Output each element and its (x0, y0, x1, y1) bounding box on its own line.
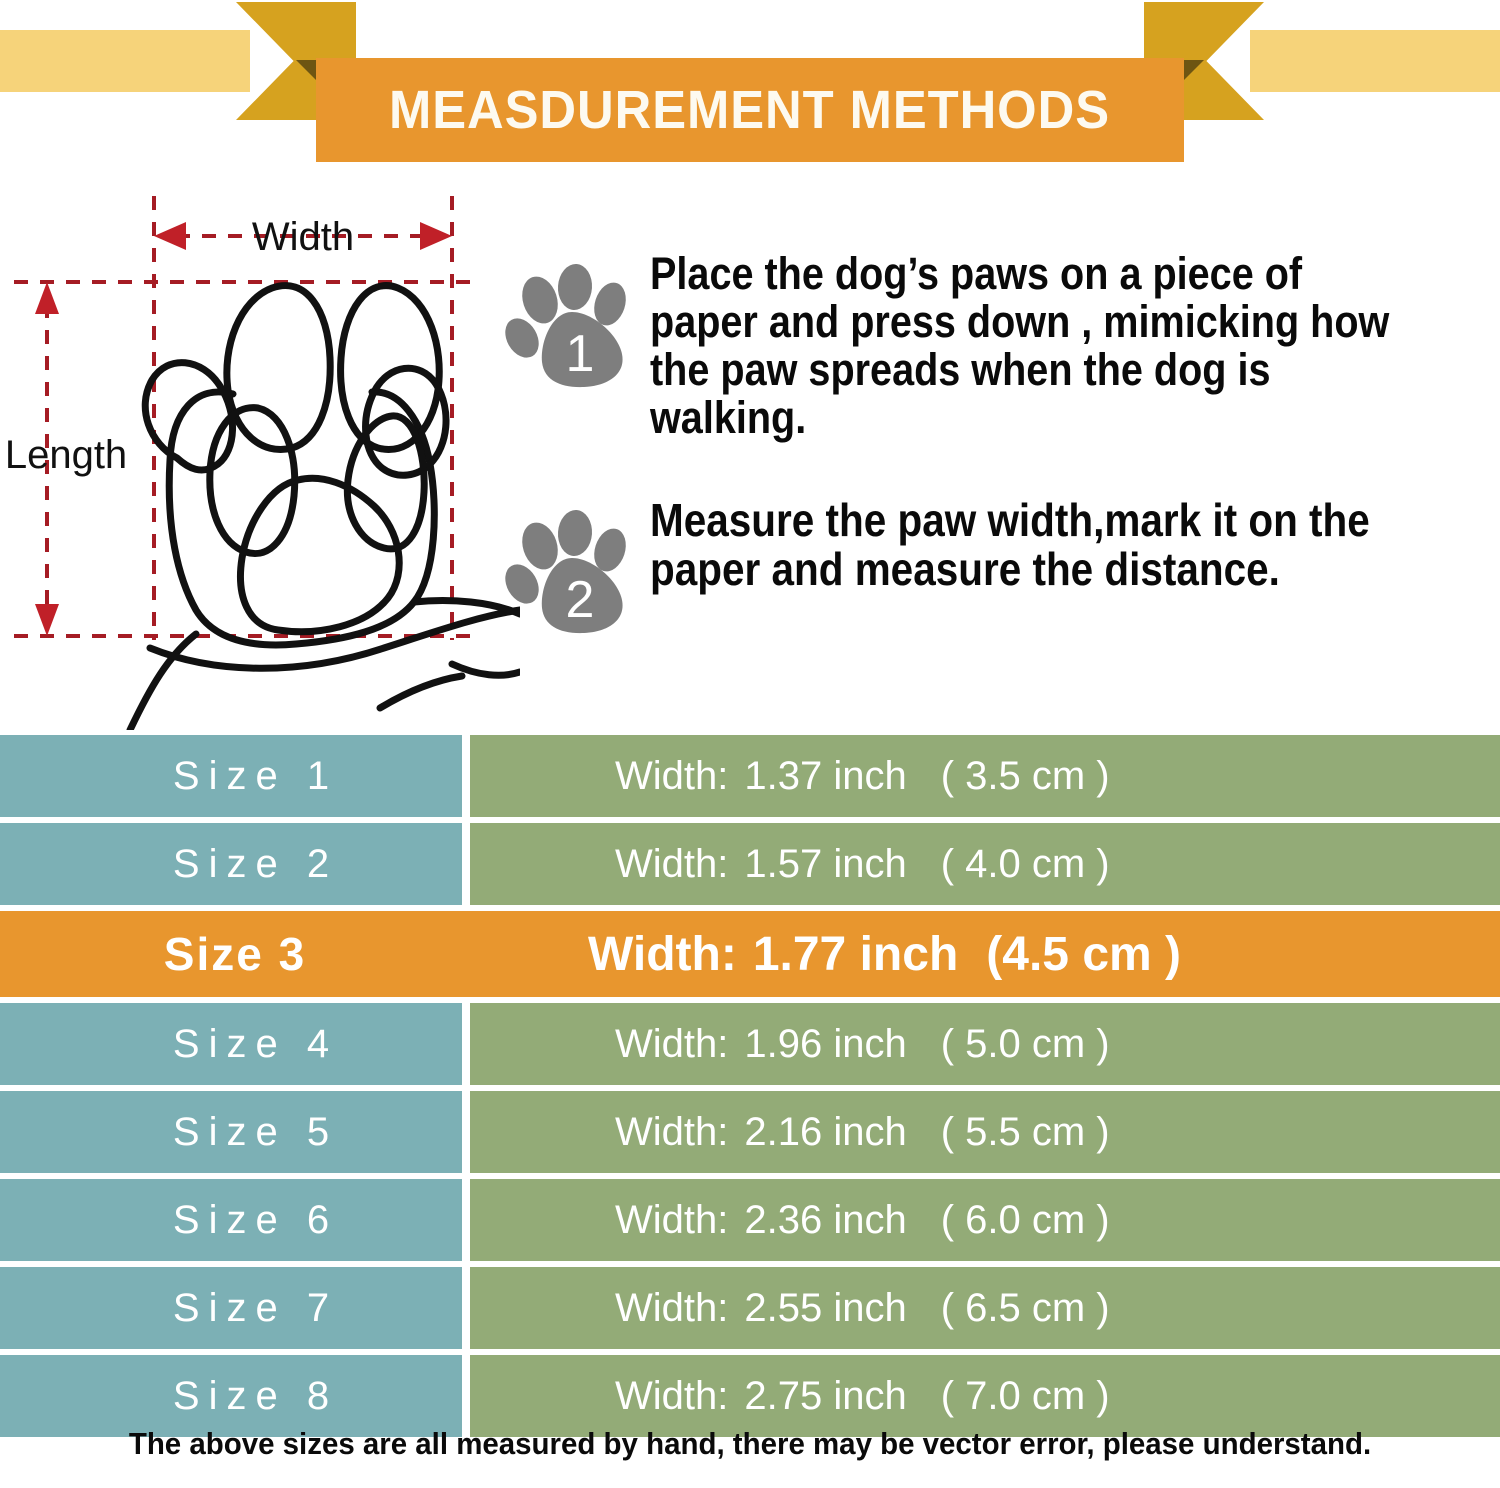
width-cm: ( 5.0 cm ) (940, 1021, 1110, 1066)
paw-print-icon: 2 (500, 496, 650, 652)
width-value: Width: 2.36 inch ( 6.0 cm ) (470, 1179, 1500, 1261)
width-cm: ( 3.5 cm ) (940, 753, 1110, 798)
width-inch: 1.57 inch (744, 841, 907, 886)
width-value: Width: 2.75 inch ( 7.0 cm ) (470, 1355, 1500, 1437)
width-inch: 1.96 inch (744, 1021, 907, 1066)
width-value: Width: 2.55 inch ( 6.5 cm ) (470, 1267, 1500, 1349)
size-label: Size 8 (0, 1355, 462, 1437)
width-inch: 1.37 inch (744, 753, 907, 798)
width-cm: ( 4.0 cm ) (940, 841, 1110, 886)
banner: MEASDUREMENT METHODS (0, 0, 1500, 178)
width-cm: ( 5.5 cm ) (940, 1109, 1110, 1154)
step-number: 2 (566, 571, 595, 629)
step-number: 1 (566, 325, 595, 383)
guide-arrowheads (35, 222, 452, 636)
instruction-step-2: 2 Measure the paw width,mark it on the p… (500, 494, 1500, 652)
table-row[interactable]: Size 1 Width: 1.37 inch ( 3.5 cm ) (0, 735, 1500, 817)
width-cm: ( 7.0 cm ) (940, 1373, 1110, 1418)
table-row[interactable]: Size 8 Width: 2.75 inch ( 7.0 cm ) (0, 1355, 1500, 1437)
table-row[interactable]: Size 7 Width: 2.55 inch ( 6.5 cm ) (0, 1267, 1500, 1349)
size-label: Size 6 (0, 1179, 462, 1261)
width-inch: 2.36 inch (744, 1197, 907, 1242)
width-value: Width: 1.37 inch ( 3.5 cm ) (470, 735, 1500, 817)
size-table: Size 1 Width: 1.37 inch ( 3.5 cm ) Size … (0, 735, 1500, 1443)
size-label: Size 5 (0, 1091, 462, 1173)
banner-plate: MEASDUREMENT METHODS (316, 58, 1184, 162)
measurement-content: Width Length (0, 178, 1500, 730)
width-value: Width: 1.96 inch ( 5.0 cm ) (470, 1003, 1500, 1085)
width-value: Width: 1.77 inch (4.5 cm ) (470, 911, 1500, 997)
size-label: Size 3 (0, 911, 470, 997)
width-label: Width: (615, 1373, 729, 1418)
width-inch: 2.16 inch (744, 1109, 907, 1154)
width-label: Width: (588, 927, 737, 981)
width-value: Width: 1.57 inch ( 4.0 cm ) (470, 823, 1500, 905)
instruction-list: 1 Place the dog’s paws on a piece of pap… (500, 196, 1500, 716)
width-dimension-label: Width (252, 215, 354, 259)
instruction-step-1: 1 Place the dog’s paws on a piece of pap… (500, 248, 1500, 444)
width-label: Width: (615, 841, 729, 886)
size-label: Size 4 (0, 1003, 462, 1085)
guide-lines (14, 196, 470, 640)
table-row[interactable]: Size 5 Width: 2.16 inch ( 5.5 cm ) (0, 1091, 1500, 1173)
ribbon-band-right (1250, 30, 1500, 92)
instruction-step-2-text: Measure the paw width,mark it on the pap… (650, 494, 1370, 596)
width-label: Width: (615, 1109, 729, 1154)
width-label: Width: (615, 1285, 729, 1330)
width-cm: ( 6.5 cm ) (940, 1285, 1110, 1330)
table-row[interactable]: Size 4 Width: 1.96 inch ( 5.0 cm ) (0, 1003, 1500, 1085)
ribbon-band-left (0, 30, 250, 92)
width-inch: 1.77 inch (752, 927, 959, 981)
width-inch: 2.75 inch (744, 1373, 907, 1418)
size-label: Size 7 (0, 1267, 462, 1349)
table-row[interactable]: Size 6 Width: 2.36 inch ( 6.0 cm ) (0, 1179, 1500, 1261)
width-label: Width: (615, 1197, 729, 1242)
page-title: MEASDUREMENT METHODS (389, 80, 1111, 140)
width-cm: (4.5 cm ) (986, 927, 1182, 981)
paw-measurement-diagram: Width Length (0, 178, 520, 730)
table-row[interactable]: Size 2 Width: 1.57 inch ( 4.0 cm ) (0, 823, 1500, 905)
paw-outline-drawing (126, 282, 520, 730)
width-label: Width: (615, 753, 729, 798)
length-dimension-label: Length (5, 433, 127, 477)
instruction-step-1-text: Place the dog’s paws on a piece of paper… (650, 248, 1390, 444)
size-label: Size 2 (0, 823, 462, 905)
table-row-highlighted[interactable]: Size 3 Width: 1.77 inch (4.5 cm ) (0, 911, 1500, 997)
footer-disclaimer: The above sizes are all measured by hand… (128, 1426, 1372, 1461)
width-value: Width: 2.16 inch ( 5.5 cm ) (470, 1091, 1500, 1173)
width-cm: ( 6.0 cm ) (940, 1197, 1110, 1242)
paw-print-icon: 1 (500, 250, 650, 443)
width-label: Width: (615, 1021, 729, 1066)
width-inch: 2.55 inch (744, 1285, 907, 1330)
size-label: Size 1 (0, 735, 462, 817)
